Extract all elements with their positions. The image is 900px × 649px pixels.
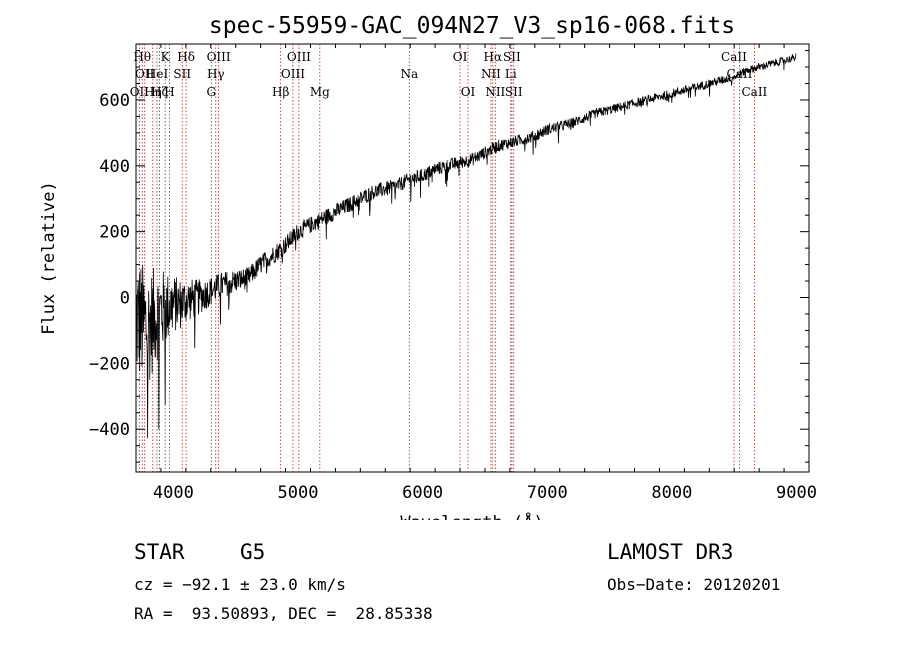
line-label-11: Hγ [207,67,225,81]
spectrum-chart: spec-55959-GAC_094N27_V3_sp16-068.fits O… [39,13,817,520]
y-axis: −400 −200 0 200 400 600 [89,50,809,463]
y-tick-label-4: 400 [99,157,130,177]
line-label-20: NII [481,67,501,81]
redshift-cz: cz = −92.1 ± 23.0 km/s [134,575,346,594]
line-label-19: OI [461,85,476,99]
plot-frame [135,43,810,473]
y-tick-label-2: 0 [120,289,130,309]
line-label-1: Hθ [133,50,151,64]
line-label-26: CaII [721,50,747,64]
sky-coordinates: RA = 93.50893, DEC = 28.85338 [134,604,433,623]
spectrum-series [135,53,797,439]
x-tick-label-5: 9000 [776,483,817,503]
x-tick-label-2: 6000 [402,483,443,503]
chart-title: spec-55959-GAC_094N27_V3_sp16-068.fits [209,13,735,39]
line-label-7: H [164,85,174,99]
line-label-14: OIII [281,67,305,81]
line-label-3: Hη [144,85,162,99]
line-label-8: SII [173,67,191,81]
y-axis-title: Flux (relative) [39,181,59,335]
spectrum-line [135,53,797,439]
line-label-0: OII [130,85,150,99]
line-label-6: K [161,50,171,64]
x-axis: 4000 5000 6000 7000 8000 9000 [135,44,817,503]
line-label-28: CaII [741,85,767,99]
y-tick-label-1: −200 [89,354,130,374]
x-tick-label-3: 7000 [527,483,568,503]
line-label-2: OII [135,67,155,81]
y-tick-label-0: −400 [89,420,130,440]
object-class: STAR [134,540,185,564]
line-label-13: Hβ [272,85,289,99]
line-label-21: Hα [484,50,503,64]
line-label-5: Hζ [151,85,168,99]
line-label-9: Hδ [177,50,195,64]
line-label-15: OIII [287,50,311,64]
line-label-24: SII [503,50,521,64]
y-tick-label-3: 200 [99,223,130,243]
line-label-22: NII [485,85,505,99]
x-tick-label-1: 5000 [278,483,319,503]
line-label-18: OI [453,50,468,64]
observation-date: Obs−Date: 20120201 [607,575,781,594]
emission-lines: OIIHθOIIHηHeIHζKHSIIHδGHγOIIIHβOIIIOIIIM… [130,44,768,472]
line-label-12: OIII [207,50,231,64]
object-subclass: G5 [240,540,266,564]
line-label-25: SII [505,85,523,99]
x-tick-label-0: 4000 [153,483,194,503]
x-axis-title: Wavelength (Å) [400,511,543,520]
line-label-23: Li [505,67,517,81]
y-tick-label-5: 600 [99,91,130,111]
line-label-4: HeI [146,67,169,81]
line-label-16: Mg [310,85,330,99]
line-label-10: G [206,85,216,99]
line-label-17: Na [400,67,418,81]
x-tick-label-4: 8000 [651,483,692,503]
survey-name: LAMOST DR3 [607,540,734,564]
